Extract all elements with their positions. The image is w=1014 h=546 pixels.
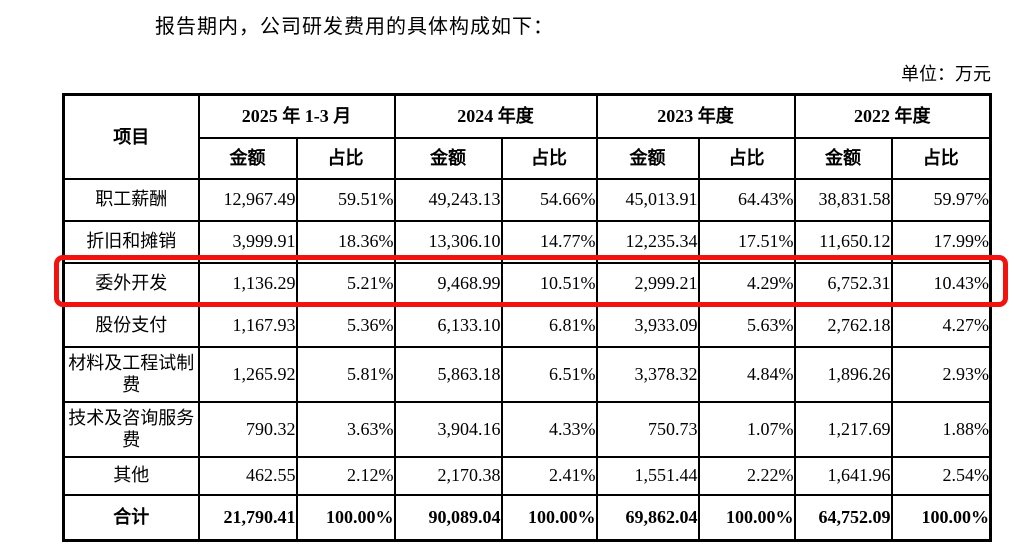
cell-amount: 1,167.93 (197, 303, 298, 348)
row-item-label: 职工薪酬 (62, 177, 200, 222)
cell-ratio: 14.77% (500, 219, 598, 264)
row-item-label: 其他 (62, 455, 200, 496)
cell-amount: 790.32 (197, 400, 298, 458)
cell-amount: 1,551.44 (595, 455, 700, 496)
cell-ratio: 18.36% (295, 219, 396, 264)
col-header-period-2023: 2023 年度 (595, 93, 796, 139)
col-header-period-2025: 2025 年 1-3 月 (197, 93, 396, 139)
row-item-label: 折旧和摊销 (62, 219, 200, 264)
cell-amount: 9,468.99 (393, 261, 503, 306)
cell-amount: 49,243.13 (393, 177, 503, 222)
cell-amount: 1,896.26 (793, 345, 893, 403)
cell-ratio: 4.27% (890, 303, 992, 348)
cell-amount: 64,752.09 (793, 493, 893, 542)
cell-amount: 6,752.31 (793, 261, 893, 306)
row-item-label: 材料及工程试制费 (62, 345, 200, 403)
subheader-ratio: 占比 (890, 136, 992, 180)
cell-amount: 1,136.29 (197, 261, 298, 306)
cell-amount: 3,378.32 (595, 345, 700, 403)
row-item-label: 委外开发 (62, 261, 200, 306)
cell-ratio: 59.97% (890, 177, 992, 222)
col-header-item: 项目 (62, 93, 200, 180)
subheader-ratio: 占比 (295, 136, 396, 180)
cell-ratio: 2.93% (890, 345, 992, 403)
cell-ratio: 5.81% (295, 345, 396, 403)
cell-amount: 11,650.12 (793, 219, 893, 264)
cell-amount: 2,170.38 (393, 455, 503, 496)
cell-ratio: 1.07% (697, 400, 796, 458)
unit-label: 单位：万元 (901, 64, 991, 84)
cell-amount: 6,133.10 (393, 303, 503, 348)
col-header-period-2024: 2024 年度 (393, 93, 598, 139)
row-item-label: 股份支付 (62, 303, 200, 348)
cell-ratio: 100.00% (697, 493, 796, 542)
cell-amount: 2,999.21 (595, 261, 700, 306)
rd-expense-table: 项目 2025 年 1-3 月 2024 年度 2023 年度 2022 年度 … (62, 93, 992, 542)
cell-ratio: 54.66% (500, 177, 598, 222)
table-row: 技术及咨询服务费 790.32 3.63% 3,904.16 4.33% 750… (62, 400, 992, 458)
cell-ratio: 2.41% (500, 455, 598, 496)
cell-amount: 462.55 (197, 455, 298, 496)
cell-ratio: 4.29% (697, 261, 796, 306)
subheader-amount: 金额 (393, 136, 503, 180)
cell-ratio: 2.54% (890, 455, 992, 496)
subheader-ratio: 占比 (697, 136, 796, 180)
cell-amount: 12,967.49 (197, 177, 298, 222)
table-row: 职工薪酬 12,967.49 59.51% 49,243.13 54.66% 4… (62, 177, 992, 222)
cell-ratio: 2.12% (295, 455, 396, 496)
table-row-highlighted: 委外开发 1,136.29 5.21% 9,468.99 10.51% 2,99… (62, 261, 992, 306)
cell-amount: 90,089.04 (393, 493, 503, 542)
header-row-periods: 项目 2025 年 1-3 月 2024 年度 2023 年度 2022 年度 (62, 93, 992, 180)
table-row: 其他 462.55 2.12% 2,170.38 2.41% 1,551.44 … (62, 455, 992, 496)
subheader-amount: 金额 (595, 136, 700, 180)
cell-ratio: 17.51% (697, 219, 796, 264)
subheader-amount: 金额 (793, 136, 893, 180)
cell-amount: 2,762.18 (793, 303, 893, 348)
cell-amount: 3,904.16 (393, 400, 503, 458)
cell-amount: 13,306.10 (393, 219, 503, 264)
cell-amount: 750.73 (595, 400, 700, 458)
cell-amount: 1,641.96 (793, 455, 893, 496)
cell-ratio: 6.51% (500, 345, 598, 403)
cell-ratio: 1.88% (890, 400, 992, 458)
cell-amount: 3,933.09 (595, 303, 700, 348)
row-item-label: 技术及咨询服务费 (62, 400, 200, 458)
subheader-amount: 金额 (197, 136, 298, 180)
cell-amount: 1,265.92 (197, 345, 298, 403)
cell-ratio: 100.00% (890, 493, 992, 542)
intro-text: 报告期内，公司研发费用的具体构成如下： (155, 16, 554, 38)
cell-ratio: 5.21% (295, 261, 396, 306)
row-item-label: 合计 (62, 493, 200, 542)
cell-ratio: 10.51% (500, 261, 598, 306)
cell-amount: 45,013.91 (595, 177, 700, 222)
table-row: 折旧和摊销 3,999.91 18.36% 13,306.10 14.77% 1… (62, 219, 992, 264)
cell-amount: 38,831.58 (793, 177, 893, 222)
cell-amount: 12,235.34 (595, 219, 700, 264)
col-header-period-2022: 2022 年度 (793, 93, 992, 139)
cell-ratio: 6.81% (500, 303, 598, 348)
cell-amount: 3,999.91 (197, 219, 298, 264)
cell-ratio: 100.00% (500, 493, 598, 542)
cell-ratio: 100.00% (295, 493, 396, 542)
cell-ratio: 59.51% (295, 177, 396, 222)
cell-ratio: 10.43% (890, 261, 992, 306)
cell-ratio: 5.36% (295, 303, 396, 348)
table-row-total: 合计 21,790.41 100.00% 90,089.04 100.00% 6… (62, 493, 992, 542)
cell-amount: 5,863.18 (393, 345, 503, 403)
cell-ratio: 4.33% (500, 400, 598, 458)
table-row: 股份支付 1,167.93 5.36% 6,133.10 6.81% 3,933… (62, 303, 992, 348)
cell-ratio: 3.63% (295, 400, 396, 458)
cell-ratio: 64.43% (697, 177, 796, 222)
subheader-ratio: 占比 (500, 136, 598, 180)
cell-ratio: 2.22% (697, 455, 796, 496)
cell-ratio: 17.99% (890, 219, 992, 264)
cell-amount: 69,862.04 (595, 493, 700, 542)
cell-ratio: 5.63% (697, 303, 796, 348)
cell-amount: 21,790.41 (197, 493, 298, 542)
table-row: 材料及工程试制费 1,265.92 5.81% 5,863.18 6.51% 3… (62, 345, 992, 403)
cell-amount: 1,217.69 (793, 400, 893, 458)
header-row-subcolumns: 金额 占比 金额 占比 金额 占比 金额 占比 (64, 136, 992, 180)
cell-ratio: 4.84% (697, 345, 796, 403)
